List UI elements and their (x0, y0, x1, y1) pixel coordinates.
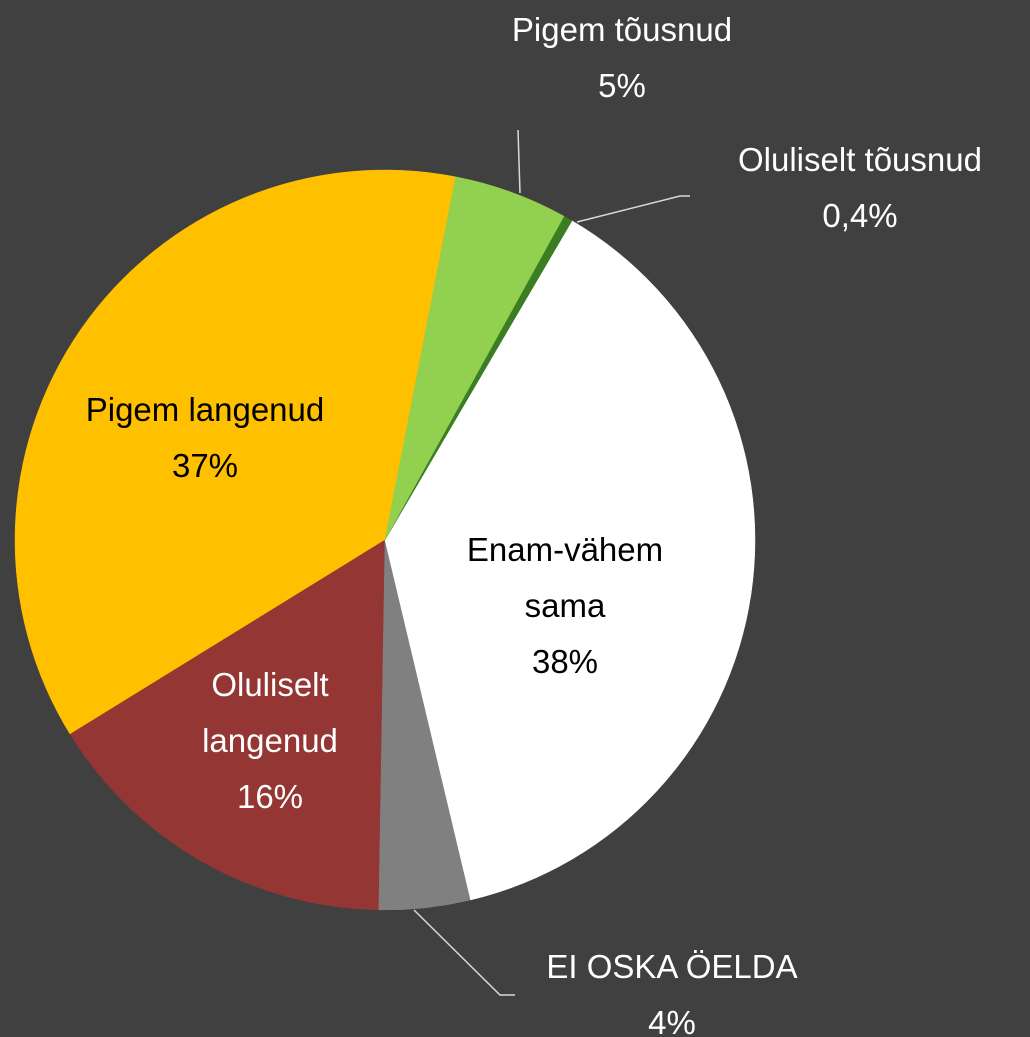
data-label: Pigem tõusnud 5% (462, 2, 782, 114)
category-label: Oluliselt tõusnud (738, 141, 982, 178)
category-label: Enam-vähem sama (466, 531, 664, 624)
data-label: Enam-vähem sama 38% (435, 522, 695, 690)
value-label: 16% (236, 778, 304, 815)
data-label: Oluliselt langenud 16% (160, 657, 380, 825)
pie-slice (69, 539, 386, 911)
pie-slice (384, 220, 756, 901)
data-label: Oluliselt tõusnud 0,4% (695, 132, 1025, 244)
value-label: 38% (531, 643, 599, 680)
leader-line (517, 129, 521, 194)
value-label: 4% (648, 1004, 696, 1037)
value-label: 0,4% (822, 197, 898, 234)
pie-slice (14, 169, 456, 735)
leader-line (413, 909, 515, 996)
category-label: Oluliselt langenud (202, 666, 338, 759)
leader-line (576, 195, 690, 223)
value-label: 37% (171, 447, 239, 484)
value-label: 5% (598, 67, 646, 104)
data-label: EI OSKA ÖELDA 4% (512, 939, 832, 1037)
category-label: Pigem langenud (85, 391, 325, 428)
pie-slice (384, 176, 565, 541)
category-label: EI OSKA ÖELDA (546, 948, 798, 985)
category-label: Pigem tõusnud (511, 11, 733, 48)
data-label: Pigem langenud 37% (25, 382, 385, 494)
